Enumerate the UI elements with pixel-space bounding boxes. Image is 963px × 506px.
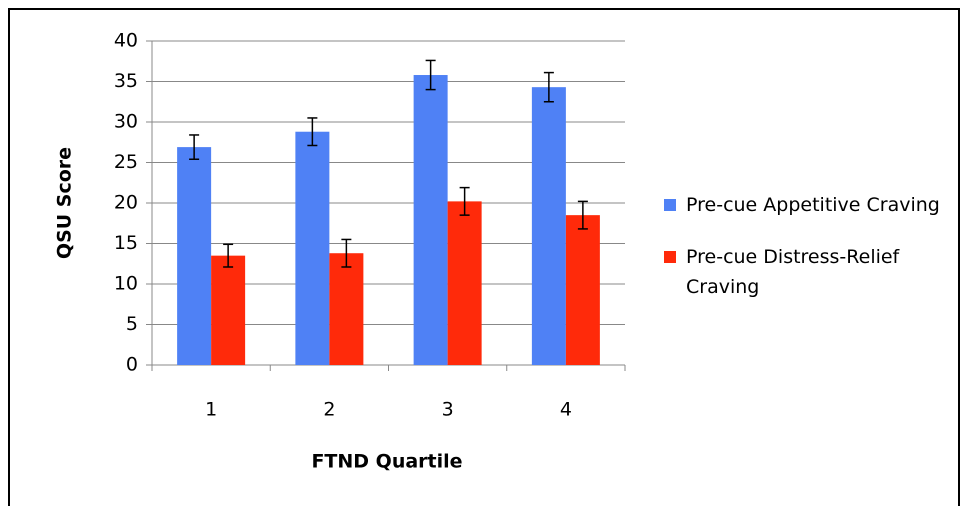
y-tick-label: 15	[114, 232, 138, 254]
legend-swatch	[664, 251, 676, 263]
legend-swatch	[664, 199, 676, 211]
legend-item: Pre-cue Distress-Relief Craving	[664, 242, 954, 302]
legend-label: Pre-cue Distress-Relief Craving	[686, 246, 900, 298]
legend-item: Pre-cue Appetitive Craving	[664, 190, 954, 220]
error-bar	[459, 186, 470, 216]
y-tick-label: 40	[114, 30, 138, 52]
error-bar	[189, 134, 200, 161]
y-tick-label: 25	[114, 151, 138, 173]
error-bar	[577, 200, 588, 230]
bar	[447, 201, 482, 365]
bar	[565, 215, 600, 365]
legend-label: Pre-cue Appetitive Craving	[686, 194, 940, 216]
error-bar	[543, 71, 554, 103]
y-tick-label: 30	[114, 111, 138, 133]
y-tick-label: 5	[126, 313, 138, 335]
bar	[295, 131, 330, 365]
bar	[531, 87, 566, 366]
error-bar	[307, 117, 318, 147]
x-tick-label: 2	[323, 399, 335, 421]
x-tick-label: 1	[205, 399, 217, 421]
y-tick-label: 35	[114, 70, 138, 92]
x-axis-label: FTND Quartile	[311, 451, 462, 473]
frame	[8, 8, 960, 506]
y-tick-label: 10	[114, 273, 138, 295]
error-bar	[425, 59, 436, 91]
x-tick-label: 3	[442, 399, 454, 421]
error-bar	[341, 238, 352, 268]
y-tick-label: 20	[114, 192, 138, 214]
bar	[329, 253, 364, 365]
y-tick-label: 0	[126, 354, 138, 376]
bar	[413, 75, 448, 366]
x-tick-label: 4	[560, 399, 572, 421]
bar	[211, 255, 246, 365]
bar	[177, 147, 212, 365]
y-axis-label: QSU Score	[54, 147, 76, 259]
legend: Pre-cue Appetitive Craving Pre-cue Distre…	[664, 190, 954, 324]
error-bar	[223, 243, 234, 268]
